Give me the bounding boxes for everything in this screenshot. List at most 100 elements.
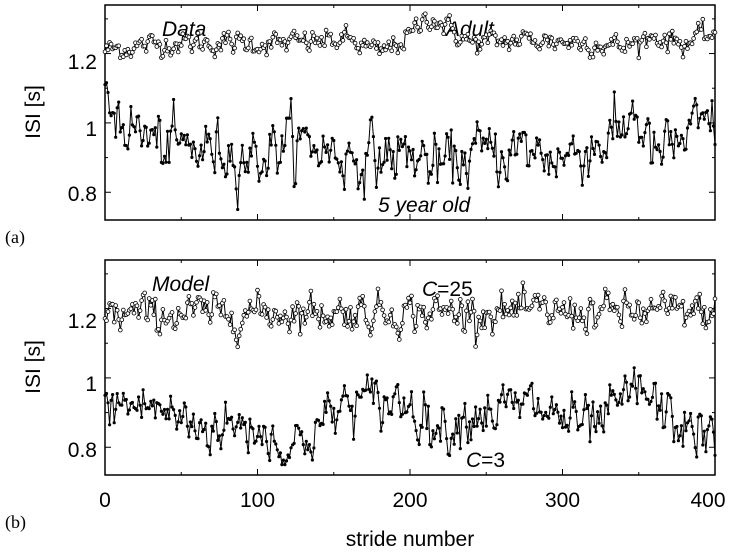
data-point — [639, 37, 645, 43]
data-point — [140, 144, 144, 148]
data-point — [186, 294, 192, 299]
data-point — [424, 19, 430, 25]
data-point — [327, 160, 331, 164]
data-point — [455, 431, 459, 435]
annotation-c3-var: C — [466, 449, 482, 472]
series-c-25 — [102, 280, 718, 350]
data-point — [104, 318, 109, 323]
data-point — [543, 299, 548, 305]
annotation-data: Data — [162, 18, 206, 41]
data-point — [516, 398, 520, 402]
data-point — [612, 90, 616, 94]
data-point — [641, 144, 645, 148]
data-point — [144, 125, 148, 129]
data-point — [235, 30, 241, 36]
data-point — [535, 292, 541, 298]
data-point — [518, 33, 524, 39]
data-point — [347, 404, 351, 408]
data-point — [598, 44, 603, 50]
data-point — [537, 46, 542, 52]
panel-a-ytick-0.8: 0.8 — [68, 183, 97, 206]
data-point — [217, 151, 221, 155]
data-point — [146, 296, 152, 301]
data-point — [410, 313, 416, 319]
data-point — [191, 42, 196, 48]
data-point — [232, 327, 237, 333]
data-point — [662, 298, 667, 304]
data-point — [285, 321, 291, 326]
data-point — [386, 39, 392, 45]
data-point — [248, 417, 252, 421]
data-point — [347, 141, 351, 145]
data-point — [335, 157, 339, 161]
data-point — [117, 401, 121, 405]
data-point — [105, 309, 111, 314]
data-point — [169, 310, 175, 315]
data-point — [184, 143, 188, 147]
data-point — [153, 126, 157, 130]
data-point — [659, 293, 664, 299]
data-point — [112, 111, 116, 115]
data-point — [612, 392, 616, 396]
data-point — [698, 309, 704, 315]
data-point — [189, 49, 195, 55]
data-point — [139, 298, 144, 303]
data-point — [248, 146, 252, 150]
data-point — [212, 54, 218, 60]
data-point — [371, 401, 375, 405]
data-point — [151, 312, 157, 318]
data-point — [600, 160, 604, 164]
data-point — [290, 304, 295, 309]
data-point — [527, 164, 531, 168]
data-point — [106, 90, 110, 95]
data-point — [117, 100, 121, 104]
data-point — [703, 325, 709, 331]
data-point — [606, 131, 610, 135]
data-point — [571, 405, 575, 409]
data-point — [693, 446, 697, 450]
data-point — [469, 438, 473, 442]
data-point — [542, 169, 546, 173]
data-point — [175, 427, 179, 431]
data-point — [432, 131, 436, 135]
data-point — [109, 398, 113, 402]
panel-a-letter: (a) — [5, 227, 25, 248]
data-point — [260, 442, 264, 447]
data-point — [407, 300, 413, 306]
data-point — [201, 158, 205, 162]
data-point — [402, 142, 406, 146]
data-point — [303, 130, 307, 134]
data-point — [617, 120, 621, 124]
data-point — [395, 50, 401, 56]
data-point — [650, 395, 655, 399]
data-point — [262, 304, 268, 310]
data-point — [352, 40, 358, 46]
data-point — [109, 114, 113, 118]
data-point — [644, 319, 649, 325]
data-point — [644, 123, 649, 127]
data-point — [470, 142, 475, 146]
data-point — [303, 314, 309, 320]
data-point — [409, 293, 414, 299]
data-point — [623, 135, 627, 139]
data-point — [480, 149, 484, 153]
data-point — [593, 40, 599, 46]
data-point — [637, 140, 641, 144]
data-point — [152, 398, 156, 402]
data-point — [165, 129, 170, 133]
data-point — [321, 422, 325, 426]
data-point — [307, 135, 311, 139]
data-point — [712, 30, 718, 35]
data-point — [592, 45, 597, 50]
data-point — [624, 380, 629, 384]
data-point — [283, 143, 287, 148]
data-point — [230, 142, 234, 146]
data-point — [610, 42, 616, 47]
data-point — [663, 425, 667, 429]
data-point — [400, 412, 404, 416]
data-point — [136, 315, 141, 320]
data-point — [648, 296, 654, 302]
data-point — [178, 141, 182, 145]
data-point — [429, 316, 434, 322]
data-point — [580, 183, 584, 187]
